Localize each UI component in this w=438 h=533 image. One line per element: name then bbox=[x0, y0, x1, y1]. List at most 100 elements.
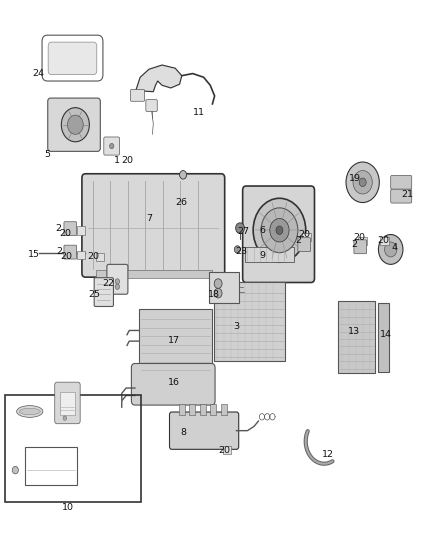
Text: 6: 6 bbox=[260, 226, 266, 235]
FancyBboxPatch shape bbox=[391, 175, 412, 189]
Circle shape bbox=[270, 219, 289, 242]
Text: 16: 16 bbox=[168, 378, 180, 387]
FancyBboxPatch shape bbox=[146, 100, 157, 111]
Bar bbox=[378, 303, 389, 372]
Bar bbox=[302, 233, 311, 241]
Bar bbox=[189, 404, 195, 415]
Ellipse shape bbox=[19, 408, 40, 415]
Text: 20: 20 bbox=[218, 446, 230, 455]
Bar bbox=[200, 404, 206, 415]
FancyBboxPatch shape bbox=[82, 174, 225, 277]
Text: 13: 13 bbox=[348, 327, 360, 336]
Circle shape bbox=[385, 242, 397, 257]
Text: 27: 27 bbox=[237, 228, 249, 236]
Text: 19: 19 bbox=[349, 174, 361, 183]
Circle shape bbox=[180, 171, 187, 179]
Circle shape bbox=[261, 208, 298, 253]
FancyBboxPatch shape bbox=[94, 278, 113, 306]
FancyBboxPatch shape bbox=[64, 222, 77, 236]
Text: 20: 20 bbox=[298, 230, 311, 239]
Text: 20: 20 bbox=[87, 253, 99, 261]
Text: 14: 14 bbox=[380, 330, 392, 339]
Circle shape bbox=[63, 416, 67, 420]
Text: 2: 2 bbox=[55, 224, 61, 232]
Circle shape bbox=[346, 162, 379, 203]
Text: 20: 20 bbox=[59, 229, 71, 238]
Circle shape bbox=[67, 115, 83, 134]
Bar bbox=[358, 237, 367, 245]
Bar bbox=[338, 301, 375, 373]
Bar bbox=[60, 392, 75, 415]
Text: 10: 10 bbox=[62, 503, 74, 512]
Bar bbox=[5, 395, 141, 502]
FancyBboxPatch shape bbox=[243, 186, 314, 282]
Circle shape bbox=[236, 223, 244, 233]
Text: 2: 2 bbox=[351, 240, 357, 248]
Text: 8: 8 bbox=[180, 429, 186, 437]
Bar bbox=[380, 237, 389, 245]
Text: 20: 20 bbox=[60, 253, 73, 261]
Text: 26: 26 bbox=[176, 198, 188, 207]
Circle shape bbox=[214, 288, 222, 298]
FancyBboxPatch shape bbox=[64, 245, 77, 259]
FancyBboxPatch shape bbox=[391, 189, 412, 203]
Circle shape bbox=[61, 108, 89, 142]
Circle shape bbox=[353, 171, 372, 194]
Text: 9: 9 bbox=[259, 252, 265, 260]
Text: 7: 7 bbox=[146, 214, 152, 223]
Text: 20: 20 bbox=[377, 237, 389, 245]
Bar bbox=[77, 251, 85, 259]
Text: 20: 20 bbox=[121, 157, 133, 165]
Text: 23: 23 bbox=[235, 247, 247, 256]
Circle shape bbox=[253, 198, 306, 262]
Text: 5: 5 bbox=[44, 150, 50, 159]
Text: 18: 18 bbox=[208, 290, 220, 298]
FancyBboxPatch shape bbox=[131, 364, 215, 405]
FancyBboxPatch shape bbox=[298, 238, 311, 252]
Circle shape bbox=[110, 143, 114, 149]
Text: 22: 22 bbox=[102, 279, 115, 288]
Bar bbox=[210, 404, 216, 415]
Text: 21: 21 bbox=[401, 190, 413, 199]
Text: 25: 25 bbox=[88, 290, 100, 298]
Bar bbox=[96, 253, 104, 261]
Circle shape bbox=[234, 246, 240, 253]
FancyBboxPatch shape bbox=[104, 137, 120, 155]
FancyBboxPatch shape bbox=[48, 98, 100, 151]
Circle shape bbox=[276, 226, 283, 235]
Circle shape bbox=[115, 279, 120, 284]
Circle shape bbox=[378, 235, 403, 264]
Bar bbox=[96, 270, 212, 278]
Text: 12: 12 bbox=[321, 450, 334, 458]
Text: 2: 2 bbox=[57, 247, 63, 256]
Bar bbox=[25, 447, 77, 485]
Ellipse shape bbox=[17, 406, 43, 417]
FancyBboxPatch shape bbox=[107, 264, 128, 294]
Bar bbox=[139, 309, 212, 376]
Text: 1: 1 bbox=[114, 157, 120, 165]
Bar bbox=[245, 247, 294, 262]
Bar bbox=[221, 404, 227, 415]
Polygon shape bbox=[136, 65, 182, 92]
FancyBboxPatch shape bbox=[354, 240, 367, 254]
Text: 4: 4 bbox=[391, 244, 397, 252]
FancyBboxPatch shape bbox=[170, 412, 239, 449]
Circle shape bbox=[214, 279, 222, 288]
Circle shape bbox=[63, 416, 67, 421]
Text: 17: 17 bbox=[168, 336, 180, 344]
Bar bbox=[209, 272, 239, 303]
Text: 2: 2 bbox=[295, 237, 301, 245]
FancyBboxPatch shape bbox=[48, 42, 97, 75]
Circle shape bbox=[115, 284, 120, 289]
Text: 20: 20 bbox=[353, 233, 365, 241]
Circle shape bbox=[359, 178, 366, 187]
Text: 11: 11 bbox=[193, 109, 205, 117]
Circle shape bbox=[12, 466, 18, 474]
Bar bbox=[179, 404, 185, 415]
Text: 24: 24 bbox=[32, 69, 45, 78]
Bar bbox=[77, 226, 85, 235]
Bar bbox=[214, 282, 285, 361]
FancyBboxPatch shape bbox=[131, 90, 145, 101]
Text: 15: 15 bbox=[28, 251, 40, 259]
Text: 3: 3 bbox=[233, 322, 240, 330]
